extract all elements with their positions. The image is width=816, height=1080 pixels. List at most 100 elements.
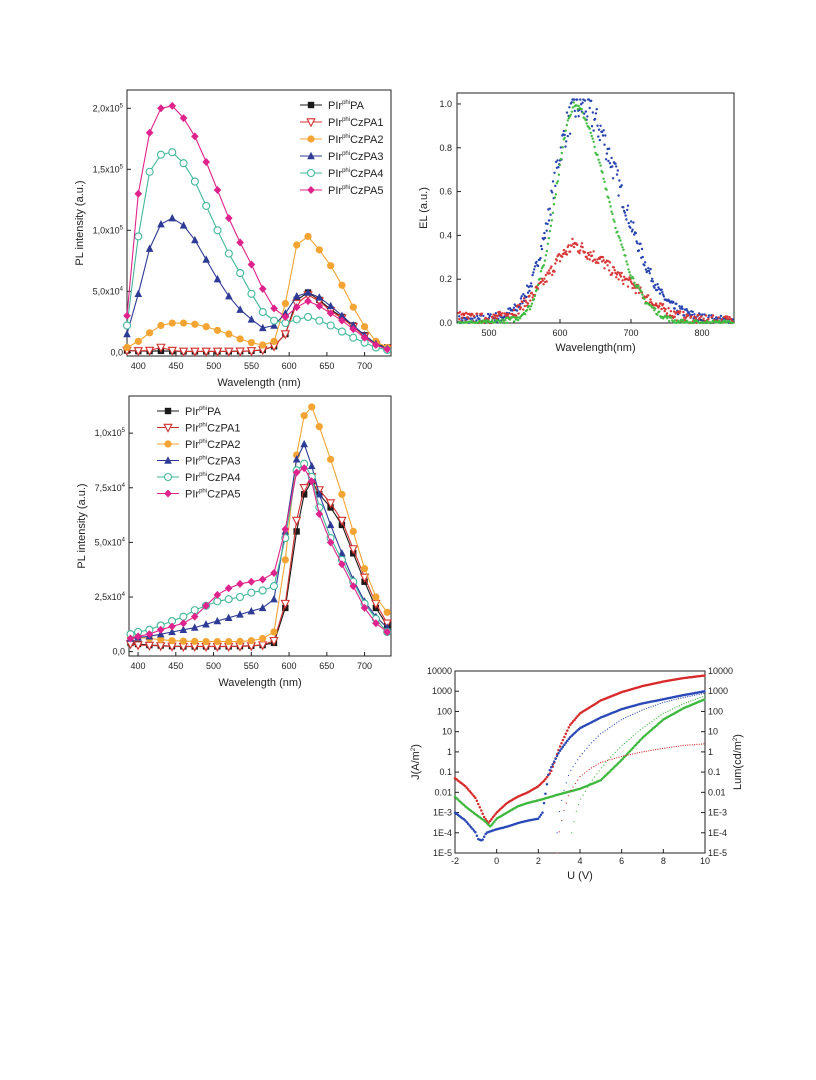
- data-point: [482, 314, 485, 318]
- legend-label: PIrphiCzPA4: [185, 472, 241, 484]
- data-point: [542, 264, 546, 267]
- y-tick-label: 1E-5: [433, 848, 452, 858]
- data-point: [525, 308, 529, 312]
- data-point: [622, 209, 626, 213]
- data-point: [658, 292, 662, 295]
- data-point: [565, 250, 568, 253]
- data-point: [668, 700, 671, 702]
- data-point: [607, 159, 610, 163]
- data-point: [545, 775, 549, 779]
- data-point: [292, 455, 301, 463]
- data-point: [651, 277, 654, 280]
- legend-superscript: phi: [342, 134, 350, 140]
- legend-marker: [164, 440, 172, 448]
- data-point: [547, 269, 551, 272]
- data-point: [678, 705, 681, 707]
- data-point: [503, 321, 506, 325]
- data-point: [611, 177, 615, 180]
- data-point: [660, 288, 663, 291]
- data-point: [478, 318, 481, 321]
- data-point: [637, 284, 640, 288]
- data-point: [190, 612, 199, 621]
- y-tick-label: 5,0x104: [93, 286, 124, 296]
- data-point: [672, 300, 675, 304]
- jv-series-1: [453, 690, 706, 842]
- data-point: [659, 302, 662, 305]
- data-point: [512, 320, 516, 323]
- data-point: [668, 320, 671, 323]
- data-point: [466, 822, 470, 826]
- x-tick-label: 500: [481, 328, 496, 338]
- data-point: [614, 271, 617, 275]
- data-point: [597, 735, 599, 737]
- data-point: [315, 490, 324, 498]
- data-point: [557, 751, 560, 755]
- data-point: [490, 824, 493, 827]
- legend-name: PIr: [185, 439, 199, 451]
- data-point: [538, 277, 542, 280]
- data-point: [145, 167, 154, 176]
- data-point: [542, 283, 545, 286]
- jv-series-3: [556, 743, 705, 854]
- data-point: [372, 341, 380, 350]
- y-tick-label: 10000: [427, 666, 452, 676]
- data-point: [566, 729, 569, 732]
- data-point: [555, 259, 559, 262]
- data-point: [549, 213, 552, 216]
- data-point: [270, 568, 278, 577]
- legend-superscript: phi: [199, 406, 207, 412]
- data-point: [602, 129, 605, 132]
- data-point: [658, 305, 661, 308]
- data-point: [628, 276, 631, 279]
- data-point: [620, 271, 623, 275]
- legend-superscript: phi: [199, 489, 207, 495]
- data-point: [548, 207, 551, 210]
- data-point: [629, 274, 632, 277]
- data-point: [629, 753, 632, 756]
- legend-name: PIr: [328, 100, 342, 112]
- data-point: [658, 310, 661, 313]
- data-point: [236, 305, 244, 313]
- data-point: [691, 321, 695, 325]
- data-point: [620, 719, 622, 721]
- data-point: [574, 782, 577, 785]
- data-point: [664, 747, 666, 749]
- data-point: [527, 305, 531, 308]
- data-point: [548, 768, 552, 772]
- data-point: [292, 292, 301, 300]
- data-point: [224, 584, 233, 593]
- legend-suffix: CzPA1: [350, 117, 383, 129]
- data-point: [458, 315, 461, 318]
- data-point: [590, 99, 593, 103]
- data-point: [468, 824, 471, 827]
- data-point: [144, 641, 155, 651]
- data-point: [648, 750, 650, 752]
- data-point: [612, 218, 615, 221]
- pl-chart-2: 400 450 500 550 600 650 7000,02,5x1045,0x1047,…: [76, 395, 392, 689]
- data-point: [573, 718, 576, 721]
- data-point: [652, 705, 654, 707]
- data-point: [134, 232, 143, 241]
- data-point: [685, 702, 687, 704]
- data-point: [236, 268, 245, 278]
- data-point: [588, 127, 591, 130]
- data-point: [598, 138, 601, 142]
- x-axis-label: Wavelength (nm): [218, 677, 301, 689]
- y2-tick-label: 1: [708, 747, 713, 757]
- data-point: [202, 601, 210, 610]
- data-point: [560, 747, 563, 751]
- data-point: [571, 237, 574, 241]
- data-point: [584, 119, 587, 122]
- legend-superscript: phi: [342, 117, 350, 123]
- data-point: [465, 820, 468, 824]
- data-point: [589, 782, 591, 785]
- data-point: [596, 773, 598, 775]
- data-point: [472, 829, 476, 832]
- data-point: [698, 316, 701, 320]
- data-point: [661, 747, 664, 750]
- data-point: [561, 820, 563, 822]
- data-point: [670, 316, 673, 319]
- data-point: [666, 747, 668, 749]
- y-tick-label: 0.2: [439, 274, 452, 284]
- data-point: [326, 538, 335, 547]
